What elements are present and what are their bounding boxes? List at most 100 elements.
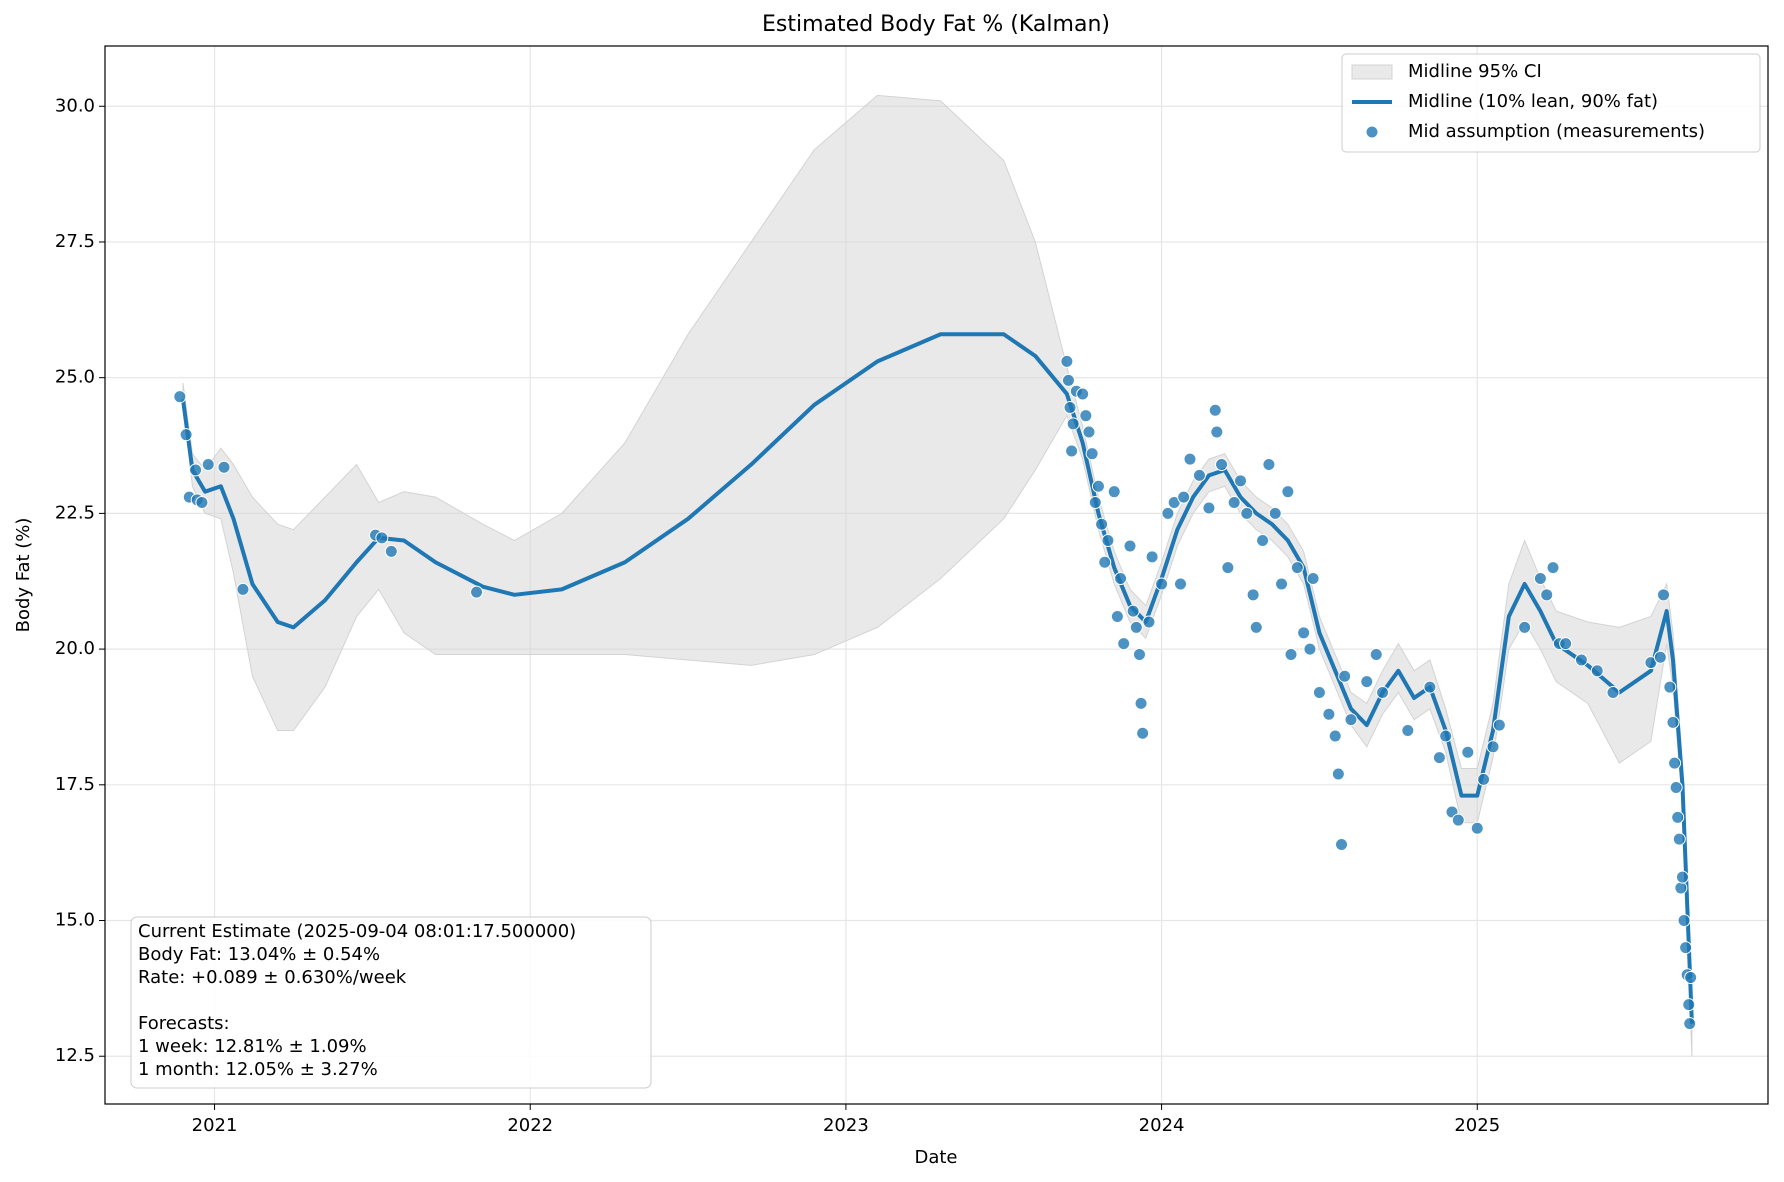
y-tick-label: 20.0	[55, 638, 95, 659]
x-tick-label: 2023	[823, 1115, 869, 1136]
measurement-point	[1210, 425, 1224, 439]
y-tick-label: 25.0	[55, 367, 95, 388]
measurement-point	[1061, 373, 1075, 387]
measurement-point	[1060, 354, 1074, 368]
measurement-point	[1675, 870, 1689, 884]
measurement-point	[1177, 490, 1191, 504]
measurement-point	[1082, 425, 1096, 439]
measurement-point	[1145, 550, 1159, 564]
annotation-box	[130, 916, 652, 1089]
measurement-point	[1401, 724, 1415, 738]
measurement-point	[470, 585, 484, 599]
y-tick-label: 27.5	[55, 231, 95, 252]
measurement-point	[1369, 648, 1383, 662]
y-tick-label: 17.5	[55, 774, 95, 795]
legend-swatch	[1351, 64, 1393, 80]
measurement-point	[1451, 813, 1465, 827]
measurement-point	[1155, 577, 1169, 591]
measurement-point	[1079, 409, 1093, 423]
chart-title: Estimated Body Fat % (Kalman)	[762, 12, 1110, 37]
measurement-point	[1322, 707, 1336, 721]
measurement-point	[1126, 604, 1140, 618]
measurement-point	[1174, 577, 1188, 591]
annotation-line: 1 month: 12.05% ± 3.27%	[138, 1059, 378, 1080]
measurement-point	[1101, 534, 1115, 548]
x-tick-label: 2022	[507, 1115, 553, 1136]
measurement-point	[1076, 387, 1090, 401]
measurement-point	[1136, 726, 1150, 740]
measurement-point	[1684, 971, 1698, 985]
measurement-point	[1161, 506, 1175, 520]
measurement-point	[1518, 620, 1532, 634]
measurement-point	[1668, 756, 1682, 770]
measurement-point	[1132, 648, 1146, 662]
measurement-point	[1063, 401, 1077, 415]
x-tick-label: 2021	[192, 1115, 238, 1136]
measurement-point	[1653, 650, 1667, 664]
measurement-point	[1297, 626, 1311, 640]
legend-label: Midline (10% lean, 90% fat)	[1408, 91, 1658, 112]
measurement-point	[1477, 772, 1491, 786]
measurement-point	[1335, 838, 1349, 852]
y-tick-label: 12.5	[55, 1045, 95, 1066]
measurement-point	[1606, 686, 1620, 700]
measurement-point	[1275, 577, 1289, 591]
measurement-point	[189, 463, 203, 477]
x-axis-label: Date	[914, 1147, 957, 1168]
measurement-point	[1669, 781, 1683, 795]
measurement-point	[1331, 767, 1345, 781]
measurement-point	[1574, 653, 1588, 667]
measurement-point	[1208, 403, 1222, 417]
measurement-point	[236, 582, 250, 596]
measurement-point	[1683, 1017, 1697, 1031]
annotation-line: Forecasts:	[138, 1013, 230, 1034]
measurement-point	[1227, 496, 1241, 510]
measurement-point	[195, 496, 209, 510]
measurement-point	[1533, 572, 1547, 586]
measurement-point	[1470, 821, 1484, 835]
x-tick-label: 2025	[1454, 1115, 1500, 1136]
measurement-point	[1192, 468, 1206, 482]
measurement-point	[375, 531, 389, 545]
measurement-point	[1256, 534, 1270, 548]
measurement-point	[1095, 517, 1109, 531]
measurement-point	[1306, 572, 1320, 586]
measurement-point	[1677, 914, 1691, 928]
measurement-point	[1129, 620, 1143, 634]
legend-box	[1341, 53, 1761, 153]
measurement-point	[1098, 555, 1112, 569]
measurement-point	[1674, 881, 1688, 895]
measurement-point	[1107, 485, 1121, 499]
measurement-point	[1492, 718, 1506, 732]
y-tick-label: 15.0	[55, 910, 95, 931]
measurement-point	[1590, 664, 1604, 678]
measurement-point	[1281, 485, 1295, 499]
measurement-point	[1344, 713, 1358, 727]
measurement-point	[1290, 561, 1304, 575]
measurement-point	[384, 544, 398, 558]
measurement-point	[1088, 496, 1102, 510]
measurement-point	[1221, 561, 1235, 575]
measurement-point	[1091, 479, 1105, 493]
measurement-point	[1432, 751, 1446, 765]
plot-frame	[104, 45, 1769, 1105]
y-tick-label: 22.5	[55, 502, 95, 523]
measurement-point	[1240, 506, 1254, 520]
measurement-point	[1682, 998, 1696, 1012]
annotation-line: 1 week: 12.81% ± 1.09%	[138, 1036, 367, 1057]
measurement-point	[1657, 588, 1671, 602]
legend-label: Mid assumption (measurements)	[1408, 121, 1705, 142]
ci-band	[182, 94, 1693, 1057]
x-tick-label: 2024	[1139, 1115, 1185, 1136]
measurement-point	[1262, 458, 1276, 472]
measurement-point	[1202, 501, 1216, 515]
annotation-line: Body Fat: 13.04% ± 0.54%	[138, 944, 380, 965]
measurement-point	[1338, 669, 1352, 683]
measurement-point	[1066, 417, 1080, 431]
measurement-point	[1679, 941, 1693, 955]
measurement-point	[217, 460, 231, 474]
measurement-point	[1303, 642, 1317, 656]
measurement-point	[1134, 696, 1148, 710]
